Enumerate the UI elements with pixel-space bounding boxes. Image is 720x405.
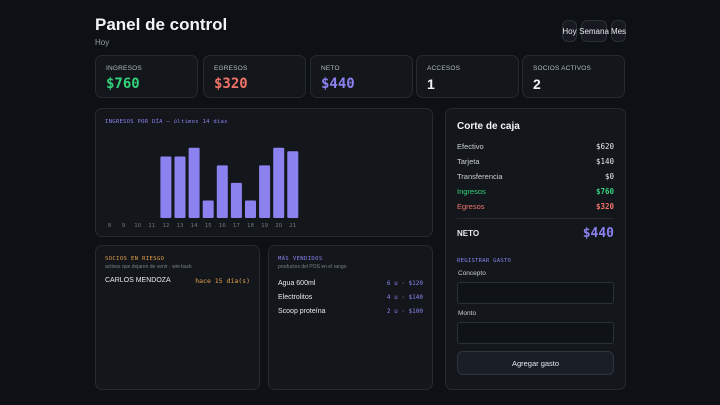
cash-row-value: $760 [595,187,614,196]
kpi-value: $760 [106,76,140,92]
kpi-label: INGRESOS [106,65,142,72]
range-button-hoy[interactable]: Hoy [562,20,577,42]
kpi-card-socios-activos: SOCIOS ACTIVOS 2 [522,55,625,98]
chart-bar-17 [230,182,242,218]
cash-row-label: Transferencia [457,172,503,181]
kpi-label: SOCIOS ACTIVOS [533,65,592,72]
income-bar-chart: 8 9 10 11 12 13 14 15 16 17 18 19 20 21 [108,147,299,229]
cash-row-egresos: Egresos $320 [457,199,614,214]
product-name: Agua 600ml [278,280,316,287]
page-subtitle: Hoy [95,38,110,47]
chart-tick-label: 21 [289,223,296,229]
chart-bar-13 [174,156,186,218]
cash-row-label: Ingresos [457,187,486,196]
bestseller-row: Scoop proteína 2 u · $100 [278,308,423,316]
chart-tick-label: 13 [177,223,184,229]
chart-bar-14 [188,147,200,218]
chart-tick-label: 10 [134,223,141,229]
chart-tick-label: 17 [233,223,240,229]
concept-label: Concepto [458,270,486,277]
chart-bar-19 [259,165,271,218]
chart-bar-12 [160,156,172,218]
kpi-value: 2 [533,76,541,92]
kpi-card-ingresos: INGRESOS $760 [95,55,198,98]
product-stats: 6 u · $120 [386,280,423,287]
kpi-card-accesos: ACCESOS 1 [416,55,519,98]
cash-title: Corte de caja [457,121,520,132]
cash-row-value: $620 [595,142,614,151]
product-name: Electrolitos [278,294,313,301]
cash-row-transferencia: Transferencia $0 [457,169,614,184]
add-expense-button[interactable]: Agregar gasto [457,351,614,375]
cash-row-ingresos: Ingresos $760 [457,184,614,199]
range-button-semana[interactable]: Semana [579,20,609,42]
kpi-card-egresos: EGRESOS $320 [203,55,306,98]
chart-tick-label: 12 [162,223,169,229]
bestsellers-title: MÁS VENDIDOS [278,256,323,262]
bestsellers-card: MÁS VENDIDOS productos del POS en el ran… [268,245,433,390]
concept-input[interactable] [457,282,614,304]
chart-bar-21 [287,151,299,218]
chart-bar-15 [202,200,214,218]
chart-bar-20 [273,147,285,218]
income-chart-card: INGRESOS POR DÍA — últimos 14 días 8 9 10 1… [95,108,433,237]
neto-row: NETO $440 [457,226,614,241]
chart-tick-label: 9 [122,223,126,229]
cash-row-value: $0 [604,172,614,181]
bestseller-row: Electrolitos 4 u · $140 [278,294,423,302]
product-name: Scoop proteína [278,308,326,315]
chart-bar-16 [216,165,228,218]
cash-row-label: Tarjeta [457,157,480,166]
cash-divider [457,218,614,219]
cash-row-value: $320 [595,202,614,211]
chart-tick-label: 15 [205,223,212,229]
neto-label: NETO [457,229,480,238]
cash-cut-card: Corte de caja Efectivo $620 Tarjeta $140… [445,108,626,390]
risk-members-card: SOCIOS EN RIESGO activos que dejaron de … [95,245,260,390]
range-button-mes[interactable]: Mes [611,20,626,42]
risk-member-row[interactable]: CARLOS MENDOZA hace 15 día(s) [105,277,250,285]
register-expense-title: REGISTRAR GASTO [457,258,512,264]
chart-tick-label: 14 [191,223,198,229]
cash-row-label: Egresos [457,202,485,211]
cash-row-tarjeta: Tarjeta $140 [457,154,614,169]
risk-subtitle: activos que dejaron de venir · win-back [105,264,192,270]
chart-tick-label: 19 [261,223,268,229]
product-stats: 2 u · $100 [386,308,423,315]
cash-row-efectivo: Efectivo $620 [457,139,614,154]
chart-tick-label: 8 [108,223,112,229]
chart-tick-label: 16 [219,223,226,229]
chart-bar-18 [245,200,256,218]
kpi-label: EGRESOS [214,65,248,72]
bestsellers-subtitle: productos del POS en el rango [278,264,347,270]
chart-tick-label: 20 [275,223,282,229]
kpi-label: NETO [321,65,340,72]
kpi-label: ACCESOS [427,65,461,72]
kpi-card-neto: NETO $440 [310,55,413,98]
kpi-value: 1 [427,76,435,92]
amount-input[interactable] [457,322,614,344]
risk-member-since: hace 15 día(s) [195,277,250,285]
chart-tick-label: 11 [148,223,155,229]
cash-row-value: $140 [595,157,614,166]
chart-tick-label: 18 [247,223,254,229]
product-stats: 4 u · $140 [386,294,423,301]
bestseller-row: Agua 600ml 6 u · $120 [278,280,423,288]
neto-value: $440 [582,226,614,241]
risk-member-name: CARLOS MENDOZA [105,277,171,284]
kpi-value: $320 [214,76,248,92]
chart-title: INGRESOS POR DÍA — últimos 14 días [105,119,228,125]
risk-title: SOCIOS EN RIESGO [105,256,165,262]
page-title: Panel de control [95,15,228,34]
kpi-value: $440 [321,76,355,92]
amount-label: Monto [458,310,477,317]
cash-row-label: Efectivo [457,142,484,151]
